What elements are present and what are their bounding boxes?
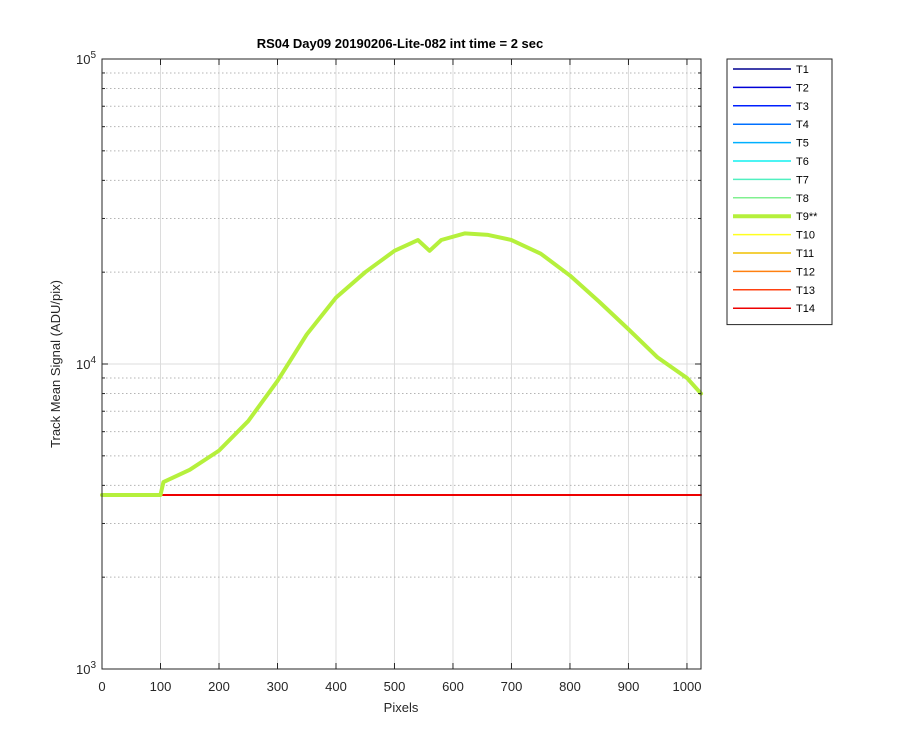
legend-label: T8 [796,193,809,205]
legend: T1 T2 T3 T4 T5 T6 T7 T8 T9** T10 T11 T12 T13 T14 [726,58,833,326]
x-tick-label: 400 [325,679,347,694]
series-line-t9 [100,231,703,497]
legend-label: T5 [796,138,809,150]
x-tick-label: 300 [267,679,289,694]
x-tick-label: 0 [98,679,105,694]
x-tick-label: 700 [501,679,523,694]
x-tick-label: 800 [559,679,581,694]
legend-label: T4 [796,119,809,131]
series-layer [100,231,703,497]
ticks: 0 100 200 300 400 500 600 700 800 900 1000 103 104 10… [76,50,701,694]
legend-box [726,58,833,326]
legend-label: T10 [796,230,815,242]
legend-label: T13 [796,285,815,297]
legend-label: T7 [796,174,809,186]
x-tick-label: 500 [384,679,406,694]
legend-label: T3 [796,101,809,113]
legend-label: T1 [796,64,809,76]
legend-label: T9** [796,211,818,223]
y-axis-label: Track Mean Signal (ADU/pix) [48,280,63,448]
x-tick-label: 600 [442,679,464,694]
y-tick-label: 103 [76,660,96,677]
x-tick-label: 100 [150,679,172,694]
y-tick-label: 105 [76,50,96,67]
grid [101,58,701,670]
legend-label: T2 [796,82,809,94]
x-tick-label: 200 [208,679,230,694]
legend-label: T11 [796,248,814,260]
x-tick-label: 900 [618,679,640,694]
chart-title: RS04 Day09 20190206-Lite-082 int time = … [257,36,544,51]
x-axis-label: Pixels [384,700,419,715]
legend-label: T6 [796,156,809,168]
legend-label: T14 [796,303,815,315]
legend-label: T12 [796,266,815,278]
y-tick-label: 104 [76,355,96,372]
x-tick-label: 1000 [673,679,702,694]
